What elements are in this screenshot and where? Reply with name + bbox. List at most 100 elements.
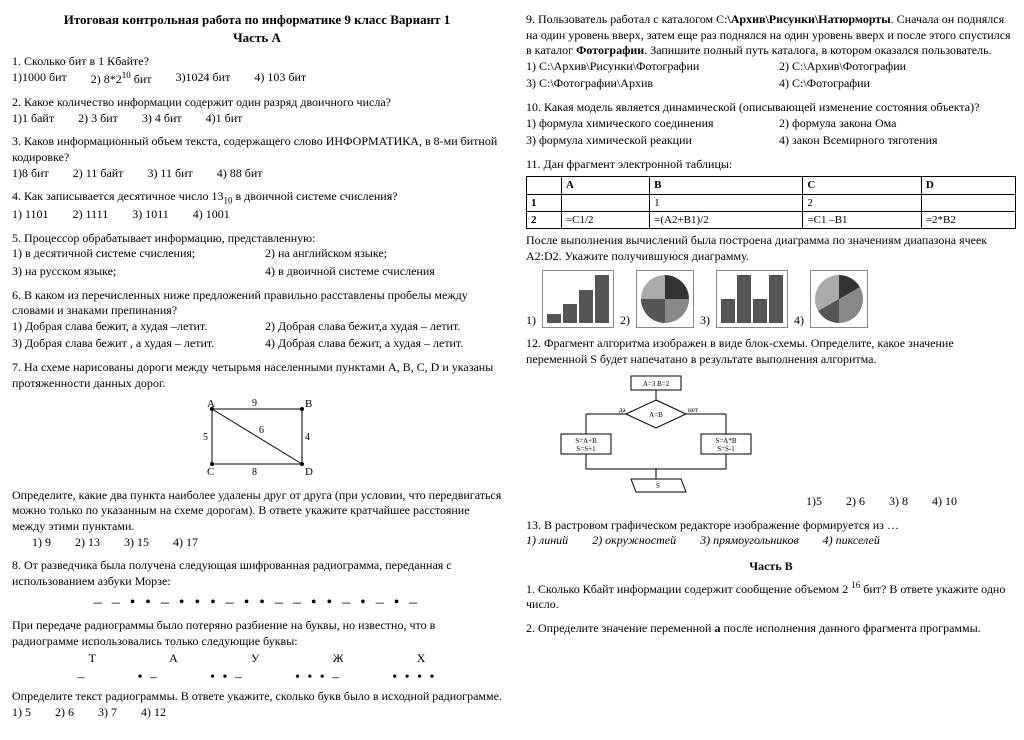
q1-opt1: 1)1000 бит [12, 70, 67, 88]
q10-opt3: 3) формула химической реакции [526, 133, 763, 149]
q7-opt1: 1) 9 [32, 535, 51, 551]
question-11: 11. Дан фрагмент электронной таблицы: AB… [526, 157, 1016, 329]
q2-text: 2. Какое количество информации содержит … [12, 95, 502, 111]
question-b2: 2. Определите значение переменной a посл… [526, 621, 1016, 637]
q3-opt2: 2) 11 байт [73, 166, 124, 182]
q13-opt3: 3) прямоугольников [700, 533, 799, 549]
q10-text: 10. Какая модель является динамической (… [526, 100, 1016, 116]
q5-opt1: 1) в десятичной системе счисления; [12, 246, 249, 262]
spreadsheet-table: ABCD 112 2=C1/2=(A2+B1)/2=C1 –B1=2*B2 [526, 176, 1016, 229]
q10-opt1: 1) формула химического соединения [526, 116, 763, 132]
q13-opt4: 4) пикселей [823, 533, 880, 549]
q3-opt3: 3) 11 бит [147, 166, 192, 182]
q12-opt4: 4) 10 [932, 494, 957, 510]
svg-text:A=B: A=B [649, 411, 663, 419]
chart-options: 1) 2) 3) 4) [526, 270, 1016, 328]
q2-opt3: 3) 4 бит [142, 111, 182, 127]
svg-text:нет: нет [688, 406, 698, 414]
q1-opt3: 3)1024 бит [176, 70, 231, 88]
morse-codes: –• – • • –• • • – • • • • [52, 669, 462, 687]
q7-text: 7. На схеме нарисованы дороги между четы… [12, 360, 502, 391]
q5-text: 5. Процессор обрабатывает информацию, пр… [12, 231, 502, 247]
q8-opt4: 4) 12 [141, 705, 166, 721]
q12-opt2: 2) 6 [846, 494, 865, 510]
chart-2 [636, 270, 694, 328]
q3-opt4: 4) 88 бит [217, 166, 263, 182]
q1-opt4: 4) 103 бит [254, 70, 306, 88]
svg-text:S: S [656, 482, 660, 490]
q1-text: 1. Сколько бит в 1 Кбайте? [12, 54, 502, 70]
svg-text:S=A+B: S=A+B [575, 437, 597, 445]
svg-text:да: да [619, 406, 627, 414]
left-column: Итоговая контрольная работа по информати… [12, 12, 502, 728]
part-b-label: Часть В [526, 559, 1016, 574]
q7-after: Определите, какие два пункта наиболее уд… [12, 488, 502, 535]
question-b1: 1. Сколько Кбайт информации содержит соо… [526, 580, 1016, 613]
q6-opt3: 3) Добрая слава бежит , а худая – летит. [12, 336, 249, 352]
svg-text:A=3 B=2: A=3 B=2 [643, 380, 670, 388]
q9-opt2: 2) С:\Архив\Фотографии [779, 59, 1016, 75]
svg-text:S=S+1: S=S+1 [576, 445, 596, 453]
q5-opt4: 4) в двоичной системе счисления [265, 264, 502, 280]
q7-opt3: 3) 15 [124, 535, 149, 551]
q8-opt2: 2) 6 [55, 705, 74, 721]
graph-diagram: A B C D 9 5 8 4 6 [12, 397, 502, 482]
question-10: 10. Какая модель является динамической (… [526, 100, 1016, 149]
q11-text: 11. Дан фрагмент электронной таблицы: [526, 157, 1016, 173]
question-3: 3. Каков информационный объем текста, со… [12, 134, 502, 181]
q4-text: 4. Как записывается десятичное число 131… [12, 189, 502, 207]
q7-opt2: 2) 13 [75, 535, 100, 551]
edge-ad: 6 [259, 425, 264, 436]
right-column: 9. Пользователь работал с каталогом С:\А… [526, 12, 1016, 728]
question-13: 13. В растровом графическом редакторе из… [526, 518, 1016, 549]
q1-opt2: 2) 8*210 бит [91, 70, 152, 88]
question-5: 5. Процессор обрабатывает информацию, пр… [12, 231, 502, 280]
morse-sequence: – – • • – • • • – • • – – • • – • – • – [12, 593, 502, 614]
q10-opt2: 2) формула закона Ома [779, 116, 1016, 132]
q3-text: 3. Каков информационный объем текста, со… [12, 134, 502, 165]
svg-text:S=S-1: S=S-1 [717, 445, 735, 453]
graph-b: B [305, 398, 312, 410]
q4-opt2: 2) 1111 [73, 207, 109, 223]
chart-4 [810, 270, 868, 328]
q10-opt4: 4) закон Всемирного тяготения [779, 133, 1016, 149]
q5-opt3: 3) на русском языке; [12, 264, 249, 280]
q6-text: 6. В каком из перечисленных ниже предлож… [12, 288, 502, 319]
question-12: 12. Фрагмент алгоритма изображен в виде … [526, 336, 1016, 509]
q8-mid: При передаче радиограммы было потеряно р… [12, 618, 502, 649]
q13-opt2: 2) окружностей [592, 533, 676, 549]
doc-title: Итоговая контрольная работа по информати… [12, 12, 502, 28]
edge-ab: 9 [252, 398, 257, 409]
edge-bd: 4 [305, 432, 310, 443]
q12-text: 12. Фрагмент алгоритма изображен в виде … [526, 336, 1016, 367]
q7-opt4: 4) 17 [173, 535, 198, 551]
q2-opt4: 4)1 бит [206, 111, 243, 127]
q5-opt2: 2) на английском языке; [265, 246, 502, 262]
q9-opt4: 4) С:\Фотографии [779, 76, 1016, 92]
morse-letters: ТА УЖ Х [52, 651, 462, 667]
q8-after: Определите текст радиограммы. В ответе у… [12, 689, 502, 705]
edge-ac: 5 [203, 432, 208, 443]
q8-opt1: 1) 5 [12, 705, 31, 721]
q11-after: После выполнения вычислений была построе… [526, 233, 1016, 264]
q2-opt1: 1)1 байт [12, 111, 54, 127]
q8-opt3: 3) 7 [98, 705, 117, 721]
q12-opt1: 1)5 [806, 494, 822, 510]
q12-opt3: 3) 8 [889, 494, 908, 510]
graph-c: C [207, 466, 214, 477]
q8-text: 8. От разведчика была получена следующая… [12, 558, 502, 589]
q6-opt4: 4) Добрая слава бежит, а худая – летит. [265, 336, 502, 352]
part-a-label: Часть А [12, 30, 502, 46]
chart-3 [716, 270, 788, 328]
q13-opt1: 1) линий [526, 533, 568, 549]
question-9: 9. Пользователь работал с каталогом С:\А… [526, 12, 1016, 92]
question-4: 4. Как записывается десятичное число 131… [12, 189, 502, 223]
q6-opt2: 2) Добрая слава бежит,а худая – летит. [265, 319, 502, 335]
q9-opt3: 3) С:\Фотографии\Архив [526, 76, 763, 92]
question-6: 6. В каком из перечисленных ниже предлож… [12, 288, 502, 352]
q4-opt1: 1) 1101 [12, 207, 49, 223]
question-8: 8. От разведчика была получена следующая… [12, 558, 502, 720]
q9-opt1: 1) С:\Архив\Рисунки\Фотографии [526, 59, 763, 75]
q3-opt1: 1)8 бит [12, 166, 49, 182]
chart-1 [542, 270, 614, 328]
